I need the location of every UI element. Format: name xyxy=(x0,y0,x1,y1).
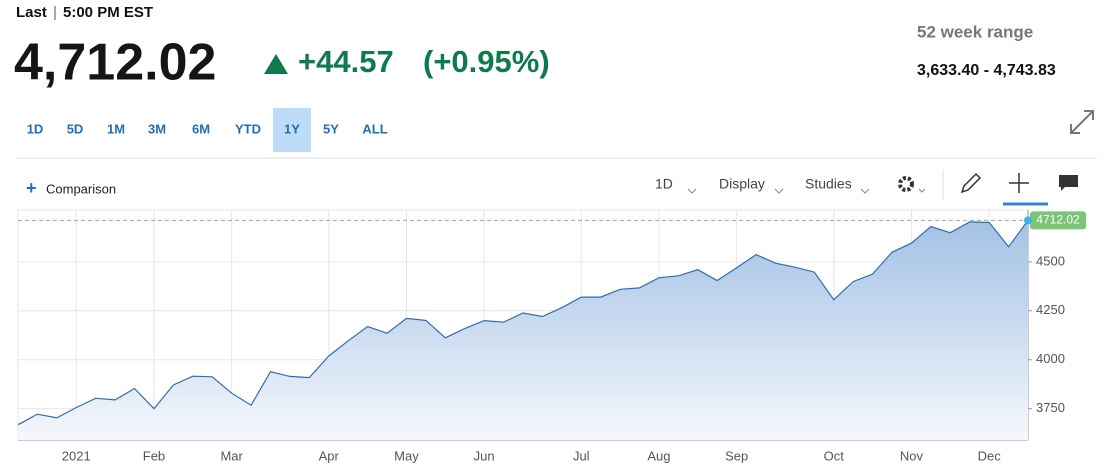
plus-icon[interactable]: + xyxy=(26,178,37,198)
last-point xyxy=(1024,216,1032,225)
range-value: 3,633.40 - 4,743.83 xyxy=(917,62,1056,79)
interval[interactable]: 1D xyxy=(655,176,673,192)
range-button[interactable]: 5Y xyxy=(323,121,339,136)
time: 5:00 PM EST xyxy=(63,4,153,21)
up-arrow xyxy=(264,54,288,74)
x-tick-label: May xyxy=(394,448,419,463)
range-button[interactable]: YTD xyxy=(235,121,261,136)
x-tick-label: Aug xyxy=(647,448,670,463)
change-percent: (+0.95%) xyxy=(423,44,550,79)
range-button[interactable]: 1D xyxy=(27,121,44,136)
expand-icon[interactable] xyxy=(1070,110,1094,134)
last-value-badge xyxy=(1030,211,1086,230)
studies[interactable]: Studies xyxy=(805,176,852,192)
range-button[interactable]: 3M xyxy=(148,121,166,136)
range-label: 52 week range xyxy=(917,22,1033,41)
x-tick-label: 2021 xyxy=(62,448,91,463)
chevron xyxy=(918,188,926,193)
x-tick-label: Oct xyxy=(824,448,845,463)
line xyxy=(17,220,1029,426)
area xyxy=(18,220,1028,440)
selected-range xyxy=(273,108,311,152)
last-value-label: 4712.02 xyxy=(1036,213,1080,227)
comment-icon[interactable] xyxy=(1059,175,1078,191)
x-tick-label: Nov xyxy=(900,448,924,463)
range-button[interactable]: 1M xyxy=(107,121,125,136)
pencil-icon[interactable] xyxy=(960,172,982,194)
x-tick-label: Apr xyxy=(319,448,340,463)
range-button[interactable]: 1Y xyxy=(284,121,300,136)
x-tick-label: Jul xyxy=(573,448,590,463)
x-tick-label: Sep xyxy=(725,448,748,463)
chart: 2021 Feb Mar Apr May Jun Jul Aug Sep Oct Nov Dec 375… xyxy=(17,209,1086,463)
y-tick-label: 4000 xyxy=(1036,351,1065,366)
x-tick-label: Mar xyxy=(220,448,243,463)
change: +44.57 xyxy=(298,44,394,79)
range-button[interactable]: ALL xyxy=(362,121,387,136)
crosshair-icon[interactable] xyxy=(1009,173,1029,193)
x-tick-label: Feb xyxy=(143,448,165,463)
last-label: Last xyxy=(16,4,47,21)
y-tick-label: 4500 xyxy=(1036,253,1065,268)
y-tick-label: 4250 xyxy=(1036,302,1065,317)
range-buttons: 1D 5D 1M 3M 6M YTD 1Y 5Y ALL xyxy=(27,108,388,152)
chevron xyxy=(687,188,697,194)
x-tick-label: Dec xyxy=(978,448,1002,463)
x-tick-label: Jun xyxy=(474,448,495,463)
display[interactable]: Display xyxy=(719,176,765,192)
comparison[interactable]: Comparison xyxy=(46,181,116,196)
chevron xyxy=(774,188,784,194)
y-tick-label: 3750 xyxy=(1036,400,1065,415)
price: 4,712.02 xyxy=(14,34,216,92)
range-button[interactable]: 5D xyxy=(67,121,84,136)
chevron xyxy=(860,188,870,194)
gear-icon[interactable] xyxy=(898,176,914,192)
range-button[interactable]: 6M xyxy=(192,121,210,136)
